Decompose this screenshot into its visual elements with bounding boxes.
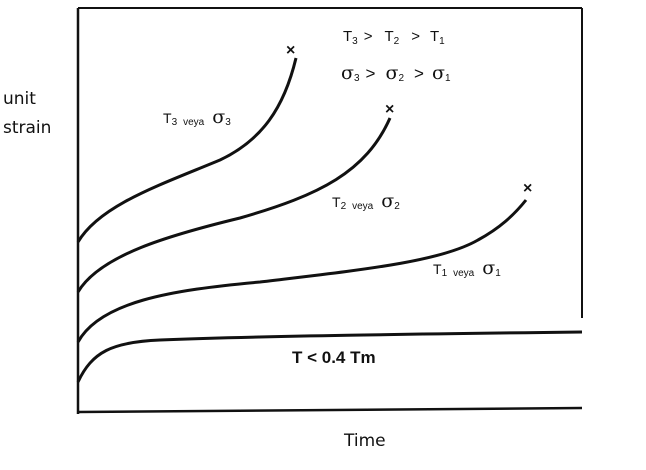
x-axis-label: Time <box>343 431 386 451</box>
y-axis-label-line2: strain <box>3 118 51 138</box>
fracture-mark-3: × <box>286 42 295 59</box>
curve-2-line <box>76 117 392 293</box>
baseline-curve-line <box>76 330 583 383</box>
x-axis <box>77 406 583 414</box>
fracture-mark-1: × <box>523 180 532 197</box>
baseline-label: T < 0.4 Tm <box>292 348 376 367</box>
curve-1-line <box>76 199 528 343</box>
curve-3-line <box>76 57 298 243</box>
stress-order: σ3 > σ2 > σ1 <box>341 62 451 84</box>
y-axis-label-line1: unit <box>3 89 36 109</box>
curve-3-label: T3 veya σ3 <box>163 106 231 128</box>
temp-order: T3 > T2 > T1 <box>343 28 445 47</box>
curve-2-label: T2 veya σ2 <box>332 190 400 212</box>
curve-1-label: T1 veya σ1 <box>433 257 501 279</box>
fracture-mark-2: × <box>385 101 394 118</box>
